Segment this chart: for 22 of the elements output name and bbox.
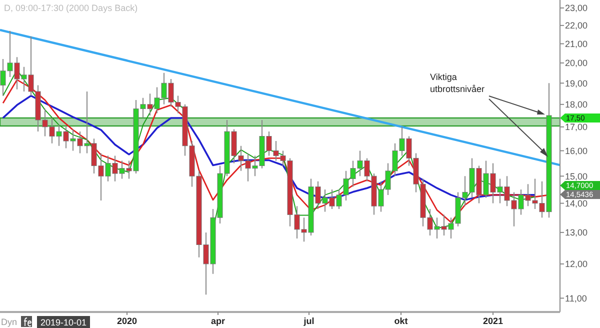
y-tick-label: 20,00: [565, 58, 588, 68]
y-tick-label: 21,00: [565, 38, 588, 49]
y-tick-label: 17,00: [565, 122, 588, 132]
annotation: Viktiga utbrottsnivåer: [430, 72, 485, 94]
y-tick-label: 11,00: [565, 293, 587, 304]
y-tick-label: 15,00: [565, 171, 588, 182]
x-tick-label: jul: [302, 316, 314, 326]
chart-title: D, 09:00-17:30 (2000 Days Back): [4, 3, 138, 13]
text: Dyn: [1, 317, 18, 327]
y-tick-label: 14,00: [565, 198, 588, 208]
x-tick-label: 2021: [482, 316, 504, 326]
y-tick-label: 19,00: [565, 78, 588, 88]
x-tick-label: 2020: [116, 316, 138, 326]
y-tick-label: 22,00: [565, 20, 588, 31]
y-tick-label: 13,00: [565, 228, 588, 238]
y-tick-label: 12,00: [565, 259, 588, 270]
x-tick-label: okt: [394, 316, 408, 326]
y-tick-label: 18,00: [565, 100, 588, 110]
text: 2019-10-01: [40, 318, 87, 328]
y-tick-label: 23,00: [565, 3, 588, 14]
y-tick-label: 16,00: [565, 146, 588, 156]
x-tick-label: apr: [210, 316, 226, 326]
